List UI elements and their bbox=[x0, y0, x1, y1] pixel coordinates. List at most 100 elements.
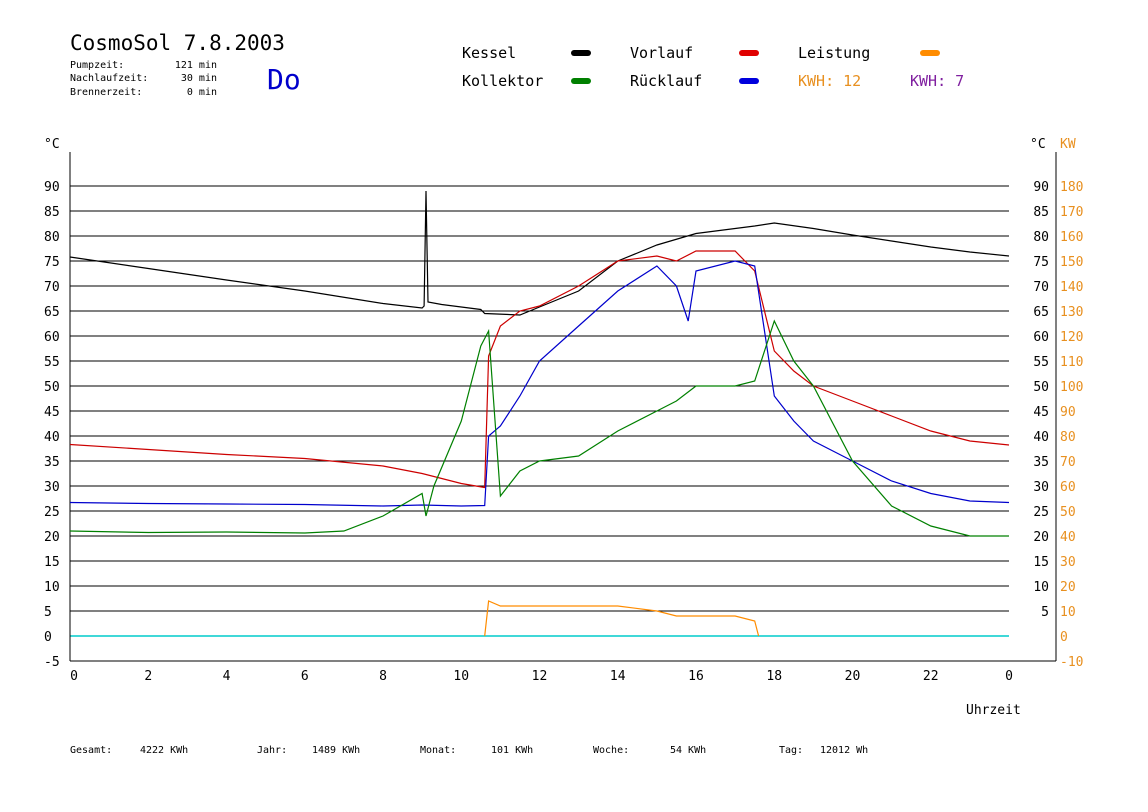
y-tick-power: 20 bbox=[1060, 580, 1076, 595]
series-leistung bbox=[484, 600, 760, 637]
stat-label-brennerzeit: Brennerzeit: bbox=[70, 87, 142, 98]
legend-swatch-leistung bbox=[920, 50, 940, 56]
legend-swatch-vorlauf bbox=[739, 50, 759, 56]
y-tick-left: 75 bbox=[44, 255, 60, 270]
x-tick: 2 bbox=[144, 669, 152, 684]
y-tick-right: 90 bbox=[1033, 180, 1049, 195]
x-axis-label: Uhrzeit bbox=[966, 703, 1021, 718]
y-tick-left: 35 bbox=[44, 455, 60, 470]
y-tick-power: 60 bbox=[1060, 480, 1076, 495]
y-tick-right: 15 bbox=[1033, 555, 1049, 570]
x-tick: 0 bbox=[1005, 669, 1013, 684]
footer-label-gesamt: Gesamt: bbox=[70, 745, 112, 756]
y-tick-power: 10 bbox=[1060, 605, 1076, 620]
y-tick-right: 35 bbox=[1033, 455, 1049, 470]
y-tick-power: 70 bbox=[1060, 455, 1076, 470]
y-tick-power: 140 bbox=[1060, 280, 1083, 295]
y-tick-left: 65 bbox=[44, 305, 60, 320]
legend-swatch-kessel bbox=[571, 50, 591, 56]
y-tick-power: 160 bbox=[1060, 230, 1083, 245]
stat-label-pumpzeit: Pumpzeit: bbox=[70, 60, 124, 71]
y-tick-power: 30 bbox=[1060, 555, 1076, 570]
y-tick-left: 60 bbox=[44, 330, 60, 345]
y-tick-right: 80 bbox=[1033, 230, 1049, 245]
y-tick-power: 0 bbox=[1060, 630, 1068, 645]
y-tick-power: 120 bbox=[1060, 330, 1083, 345]
chart-title: CosmoSol 7.8.2003 bbox=[70, 31, 285, 55]
y-tick-right: 40 bbox=[1033, 430, 1049, 445]
y-tick-left: -5 bbox=[44, 655, 60, 670]
legend-swatch-ruecklauf bbox=[739, 78, 759, 84]
x-tick: 20 bbox=[845, 669, 861, 684]
y-tick-left: 5 bbox=[44, 605, 52, 620]
x-tick: 8 bbox=[379, 669, 387, 684]
x-tick: 12 bbox=[532, 669, 548, 684]
footer-value-tag: 12012 Wh bbox=[820, 745, 868, 756]
y-tick-left: 10 bbox=[44, 580, 60, 595]
legend-kwh-2: KWH: 7 bbox=[910, 72, 964, 90]
y-tick-left: 85 bbox=[44, 205, 60, 220]
x-tick: 4 bbox=[223, 669, 231, 684]
y-tick-power: 150 bbox=[1060, 255, 1083, 270]
legend-leistung: Leistung bbox=[798, 44, 870, 62]
y-tick-right: 65 bbox=[1033, 305, 1049, 320]
footer-value-monat: 101 KWh bbox=[491, 745, 533, 756]
y-axis-label-left: °C bbox=[44, 137, 60, 152]
tick-labels: -505101520253035404550556065707580859051… bbox=[44, 180, 1083, 684]
legend-kollektor: Kollektor bbox=[462, 72, 543, 90]
y-tick-left: 70 bbox=[44, 280, 60, 295]
y-axis-label-right: °C bbox=[1030, 137, 1046, 152]
x-tick: 10 bbox=[453, 669, 469, 684]
series-lines bbox=[69, 190, 1010, 637]
x-tick: 18 bbox=[766, 669, 782, 684]
footer-value-gesamt: 4222 KWh bbox=[140, 745, 188, 756]
stat-value-pumpzeit: 121 min bbox=[175, 60, 217, 71]
y-tick-power: 50 bbox=[1060, 505, 1076, 520]
y-tick-left: 90 bbox=[44, 180, 60, 195]
y-tick-power: 100 bbox=[1060, 380, 1083, 395]
y-tick-left: 0 bbox=[44, 630, 52, 645]
x-tick: 6 bbox=[301, 669, 309, 684]
y-tick-right: 30 bbox=[1033, 480, 1049, 495]
y-tick-power: 110 bbox=[1060, 355, 1083, 370]
y-tick-right: 70 bbox=[1033, 280, 1049, 295]
series-vorlauf bbox=[69, 250, 1010, 489]
y-tick-left: 40 bbox=[44, 430, 60, 445]
footer-totals: Gesamt: 4222 KWh Jahr: 1489 KWh Monat: 1… bbox=[70, 745, 868, 756]
legend-kwh-1: KWH: 12 bbox=[798, 72, 861, 90]
footer-label-jahr: Jahr: bbox=[257, 745, 287, 756]
grid-lines bbox=[69, 152, 1057, 662]
y-tick-power: 40 bbox=[1060, 530, 1076, 545]
y-tick-right: 85 bbox=[1033, 205, 1049, 220]
y-tick-left: 80 bbox=[44, 230, 60, 245]
footer-value-jahr: 1489 KWh bbox=[312, 745, 360, 756]
x-tick: 22 bbox=[923, 669, 939, 684]
legend-ruecklauf: Rücklauf bbox=[630, 72, 702, 90]
y-tick-left: 50 bbox=[44, 380, 60, 395]
legend-kessel: Kessel bbox=[462, 44, 516, 62]
y-tick-power: -10 bbox=[1060, 655, 1083, 670]
legend-vorlauf: Vorlauf bbox=[630, 44, 693, 62]
stat-value-brennerzeit: 0 min bbox=[187, 87, 217, 98]
y-tick-right: 20 bbox=[1033, 530, 1049, 545]
y-tick-right: 50 bbox=[1033, 380, 1049, 395]
footer-label-tag: Tag: bbox=[779, 745, 803, 756]
y-tick-right: 5 bbox=[1041, 605, 1049, 620]
y-tick-left: 30 bbox=[44, 480, 60, 495]
y-tick-left: 25 bbox=[44, 505, 60, 520]
x-tick: 0 bbox=[70, 669, 78, 684]
y-tick-left: 45 bbox=[44, 405, 60, 420]
y-tick-right: 55 bbox=[1033, 355, 1049, 370]
footer-label-monat: Monat: bbox=[420, 745, 456, 756]
y-tick-power: 80 bbox=[1060, 430, 1076, 445]
weekday-label: Do bbox=[267, 63, 301, 96]
y-axis-label-power: KW bbox=[1060, 137, 1076, 152]
y-tick-right: 10 bbox=[1033, 580, 1049, 595]
legend-swatch-kollektor bbox=[571, 78, 591, 84]
y-tick-left: 20 bbox=[44, 530, 60, 545]
y-tick-power: 130 bbox=[1060, 305, 1083, 320]
stat-value-nachlaufzeit: 30 min bbox=[181, 73, 217, 84]
y-tick-left: 55 bbox=[44, 355, 60, 370]
series-kessel bbox=[69, 190, 1010, 316]
y-tick-power: 90 bbox=[1060, 405, 1076, 420]
